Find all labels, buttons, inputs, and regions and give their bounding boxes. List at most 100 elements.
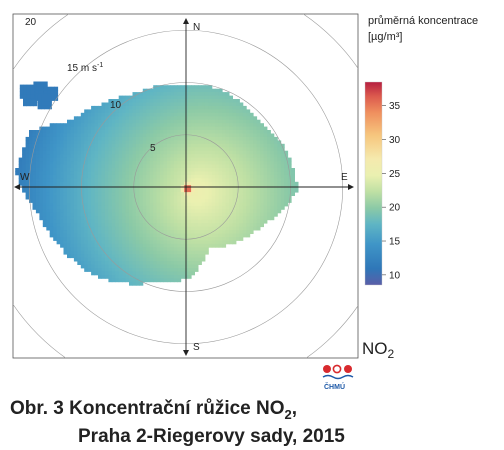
heatmap-cell (104, 271, 109, 276)
heatmap-cell (91, 209, 95, 214)
heatmap-cell (170, 147, 175, 152)
heatmap-cell (177, 188, 182, 193)
heatmap-cell (263, 202, 268, 207)
heatmap-cell (256, 136, 261, 141)
heatmap-cell (191, 123, 195, 128)
heatmap-cell (177, 278, 182, 283)
heatmap-cell (135, 233, 140, 238)
heatmap-cell (73, 247, 78, 252)
heatmap-cell (135, 143, 140, 148)
heatmap-cell (42, 174, 47, 179)
heatmap-cell (239, 199, 244, 203)
heatmap-cell (232, 99, 237, 103)
heatmap-cell (163, 143, 168, 148)
heatmap-cell (115, 237, 120, 241)
heatmap-cell (146, 174, 151, 179)
heatmap-cell (32, 168, 37, 172)
heatmap-cell (263, 136, 268, 141)
heatmap-cell (187, 123, 192, 128)
heatmap-cell (77, 223, 82, 228)
heatmap-cell (129, 271, 133, 276)
heatmap-cell (122, 116, 127, 121)
heatmap-cell (256, 209, 261, 214)
heatmap-cell (129, 274, 133, 279)
heatmap-cell (94, 188, 99, 193)
heatmap-cell (87, 230, 92, 234)
heatmap-cell (42, 209, 47, 214)
heatmap-cell (122, 268, 127, 272)
heatmap-cell (91, 168, 95, 172)
heatmap-cell (187, 257, 192, 262)
heatmap-cell (173, 278, 178, 283)
heatmap-cell (139, 164, 144, 169)
heatmap-cell (125, 123, 130, 128)
heatmap-cell (101, 150, 106, 155)
heatmap-cell (194, 150, 199, 155)
heatmap-cell (46, 133, 51, 138)
heatmap-cell (135, 250, 140, 255)
heatmap-cell (46, 226, 51, 231)
heatmap-cell (118, 271, 123, 276)
heatmap-cell (146, 168, 151, 172)
heatmap-cell (125, 174, 130, 179)
heatmap-cell (156, 130, 161, 134)
heatmap-cell (22, 188, 26, 193)
heatmap-cell (70, 254, 75, 259)
heatmap-cell (191, 188, 195, 193)
heatmap-cell (170, 240, 175, 245)
heatmap-cell (84, 130, 89, 134)
heatmap-cell (242, 133, 247, 138)
heatmap-cell (218, 219, 223, 224)
heatmap-cell (132, 254, 137, 259)
heatmap-cell (111, 102, 116, 107)
heatmap-cell (122, 188, 127, 193)
heatmap-cell (70, 164, 75, 169)
heatmap-cell (22, 168, 26, 172)
heatmap-cell (198, 188, 202, 193)
heatmap-cell (91, 130, 95, 134)
heatmap-cell (167, 112, 171, 117)
heatmap-cell (208, 123, 213, 128)
heatmap-cell (142, 123, 147, 128)
heatmap-cell (53, 205, 58, 210)
heatmap-cell (173, 171, 178, 176)
heatmap-cell (280, 154, 285, 159)
heatmap-cell (236, 133, 240, 138)
heatmap-cell (156, 247, 161, 252)
heatmap-cell (84, 109, 89, 114)
heatmap-cell (177, 157, 182, 162)
heatmap-cell (132, 250, 137, 255)
heatmap-cell (98, 250, 102, 255)
heatmap-cell (104, 168, 109, 172)
heatmap-cell (108, 102, 113, 107)
heatmap-cell (167, 219, 171, 224)
heatmap-cell (160, 219, 164, 224)
heatmap-cell (70, 130, 75, 134)
heatmap-cell (232, 188, 237, 193)
heatmap-cell (50, 90, 55, 94)
heatmap-cell (94, 212, 99, 217)
heatmap-cell (22, 154, 26, 159)
colorbar-tick-label: 10 (389, 270, 401, 281)
heatmap-cell (263, 168, 268, 172)
heatmap-cell (129, 268, 133, 272)
heatmap-cell (104, 230, 109, 234)
heatmap-cell (60, 205, 64, 210)
heatmap-cell (60, 226, 64, 231)
heatmap-cell (218, 140, 223, 145)
heatmap-cell (173, 88, 178, 93)
heatmap-cell (87, 195, 92, 200)
heatmap-cell (56, 157, 61, 162)
heatmap-cell (225, 112, 230, 117)
heatmap-cell (39, 202, 44, 207)
heatmap-cell (122, 123, 127, 128)
heatmap-cell (236, 157, 240, 162)
heatmap-cell (35, 143, 40, 148)
heatmap-cell (270, 178, 275, 183)
heatmap-cell (191, 205, 195, 210)
heatmap-cell (211, 212, 216, 217)
heatmap-cell (170, 247, 175, 252)
heatmap-cell (260, 147, 264, 152)
heatmap-cell (170, 102, 175, 107)
heatmap-cell (153, 154, 158, 159)
